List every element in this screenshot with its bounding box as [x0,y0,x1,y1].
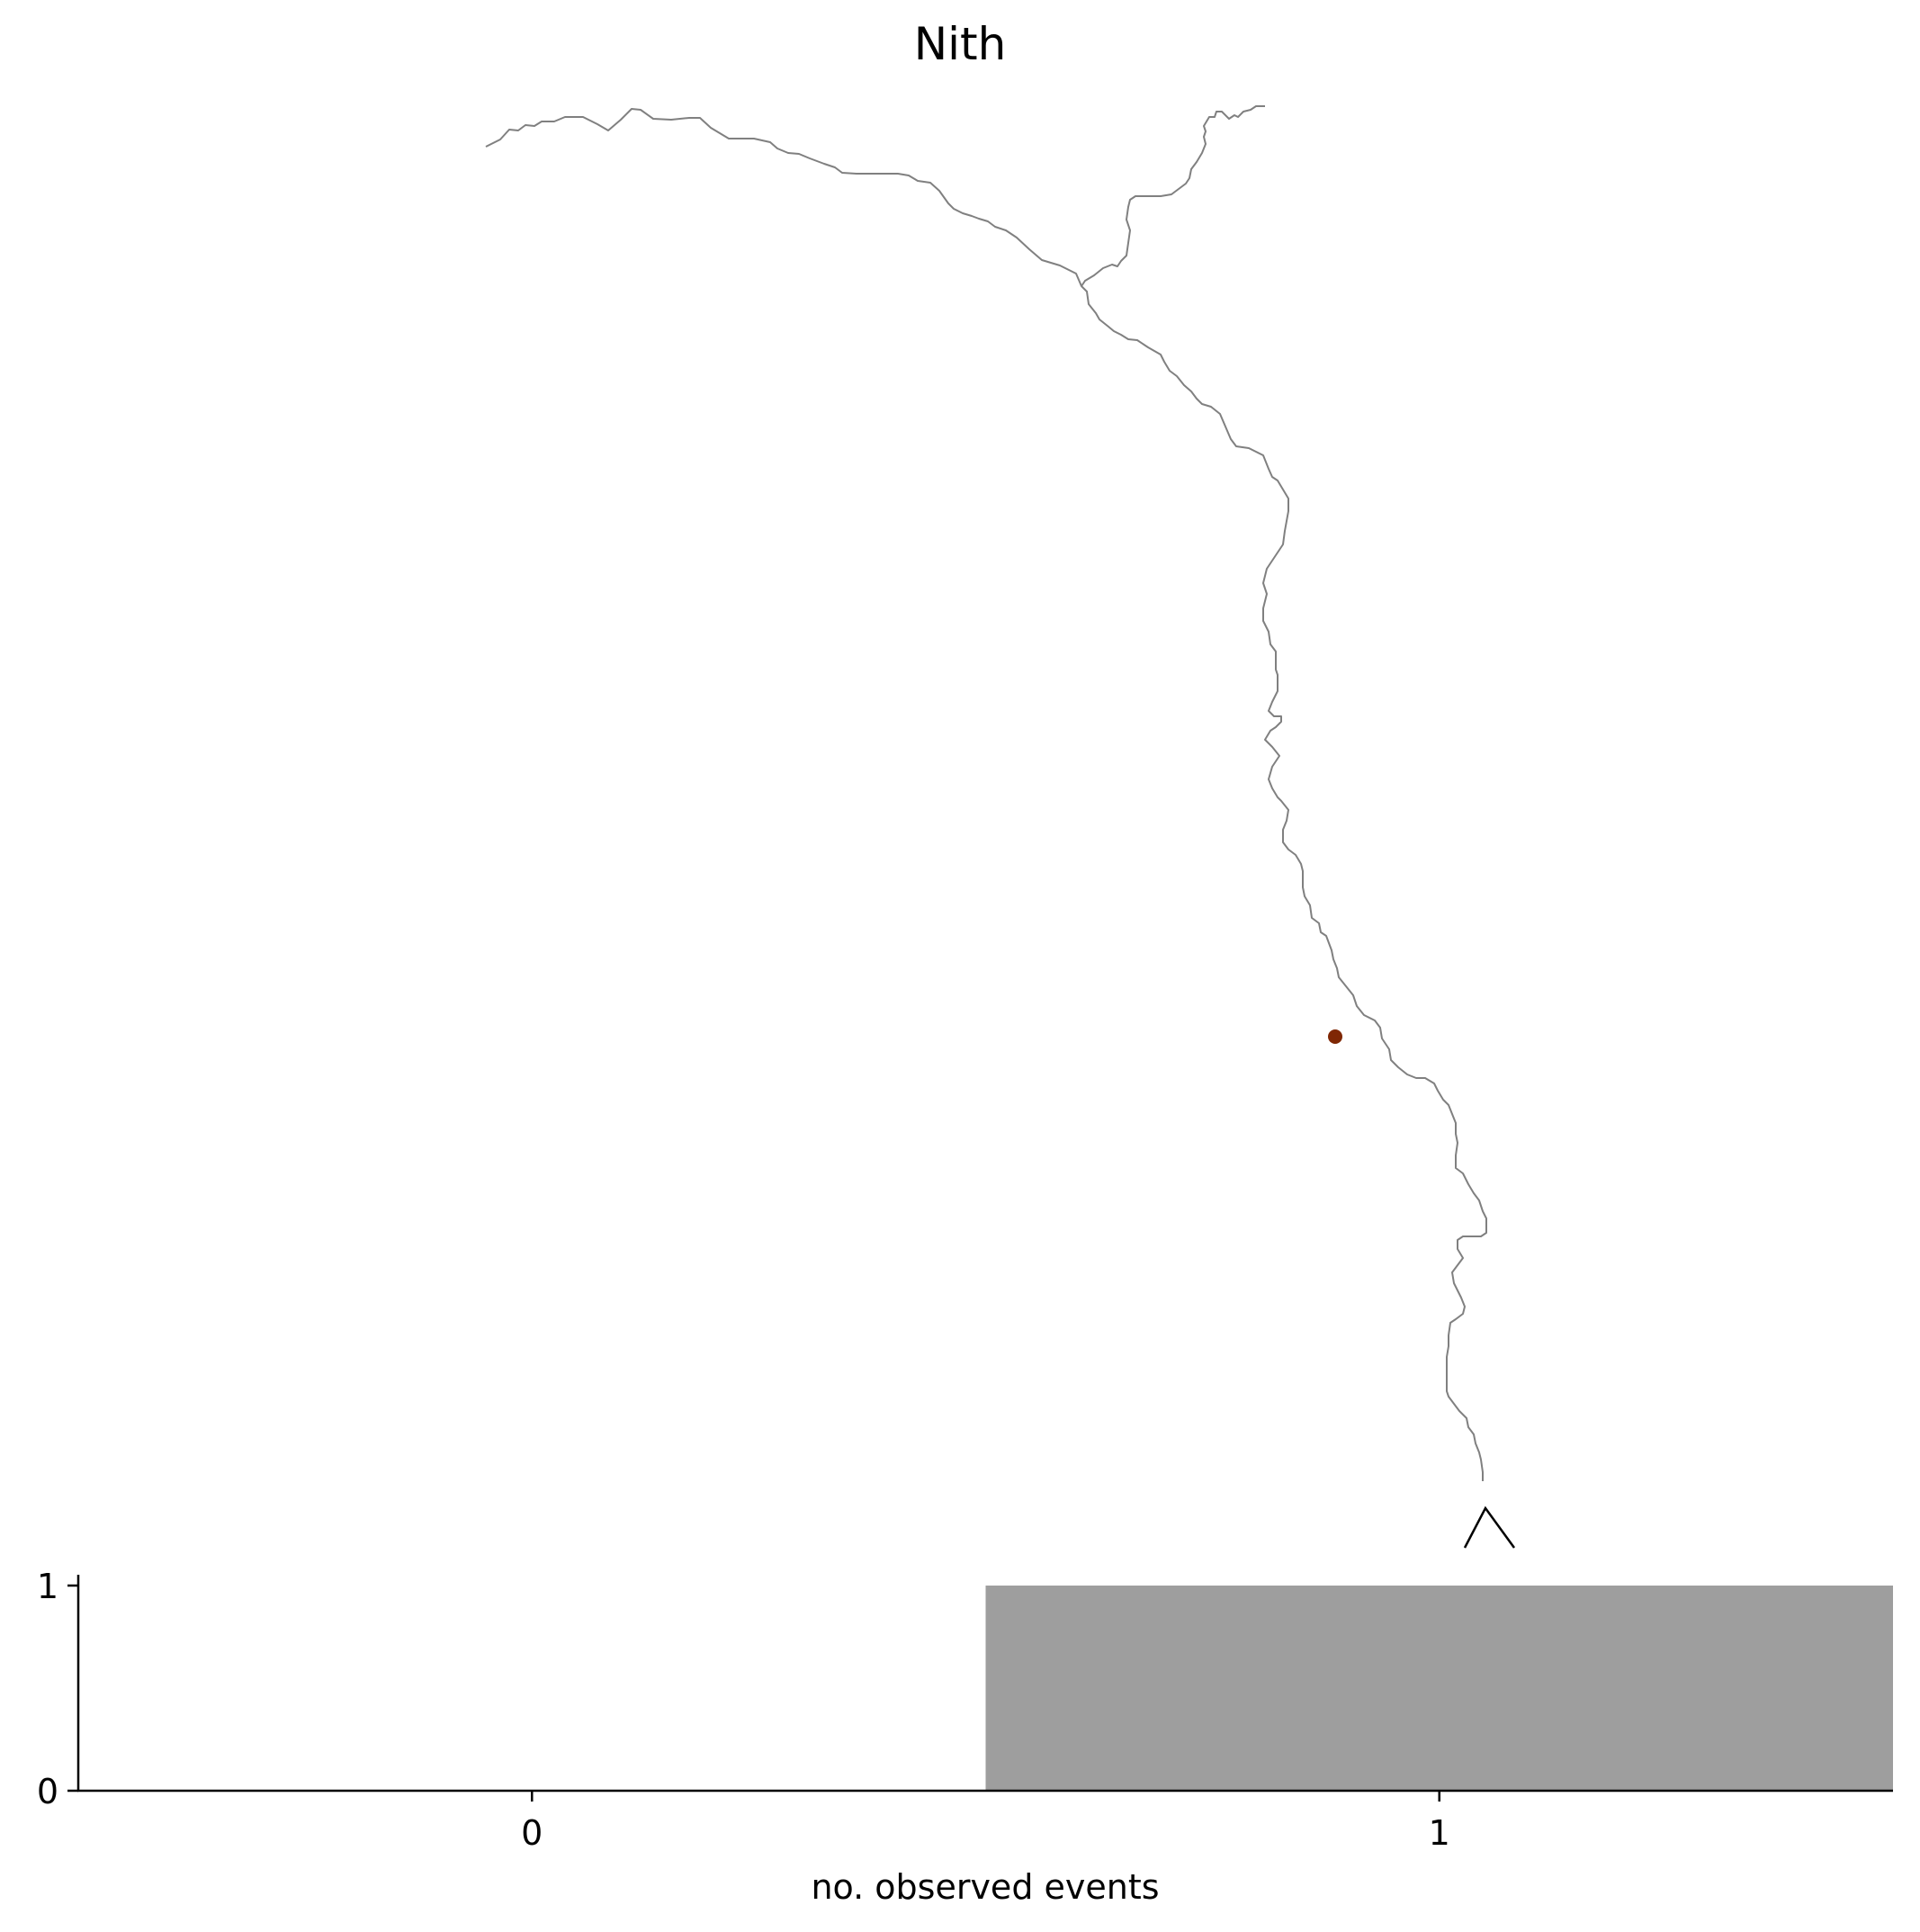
map-title: Nith [914,18,1007,70]
bar-1 [985,1586,1893,1791]
x-tick-label: 1 [1429,1813,1450,1853]
histogram-bars [985,1586,1893,1791]
river-tributary [1081,105,1265,287]
river-main-stem [485,108,1487,1481]
y-tick-label: 0 [37,1772,58,1811]
outlet-caret-marker [1463,1505,1516,1549]
gauge-location-marker [1328,1029,1342,1044]
map-panel: Nith [485,18,1516,1549]
x-axis-label: no. observed events [811,1867,1159,1907]
x-tick-label: 0 [521,1813,543,1853]
y-tick-label: 1 [37,1567,58,1606]
y-ticks: 01 [37,1567,78,1811]
